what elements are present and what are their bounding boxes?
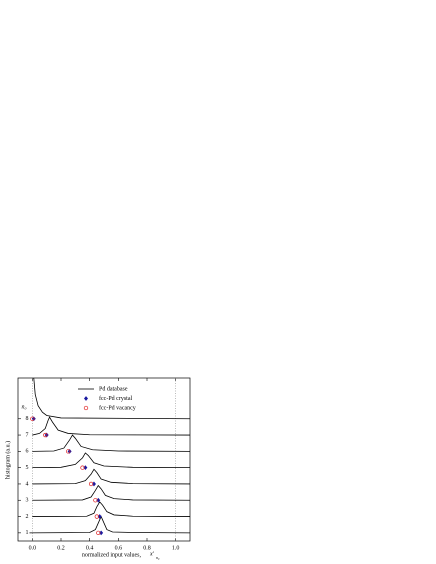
histogram-line (29, 515, 190, 534)
histogram-line (32, 468, 190, 485)
diamond-marker (83, 465, 88, 471)
x-axis-symbol: x' (149, 551, 155, 557)
circle-marker (43, 432, 48, 438)
diamond-marker (31, 416, 36, 422)
histogram-line (32, 452, 190, 469)
x-tick-label: 0.8 (143, 545, 151, 551)
x-axis-subscript: n₀ (156, 555, 160, 560)
y-tick-label: 7 (26, 432, 29, 438)
y-tick-label: 2 (26, 514, 29, 520)
diamond-marker (97, 514, 102, 519)
legend-label: fcc-Pd vacancy (99, 404, 136, 411)
circle-marker (30, 416, 35, 421)
diamond-marker (99, 530, 104, 536)
plot-area (29, 378, 190, 536)
histogram-line (32, 484, 190, 501)
histogram-line (32, 501, 190, 517)
legend-diamond (84, 396, 88, 401)
y-tick-label: 1 (26, 530, 29, 536)
circle-marker (96, 530, 101, 535)
circle-marker (88, 481, 94, 487)
histogram-line (32, 434, 190, 452)
diamond-marker (96, 497, 101, 503)
histogram-line (32, 378, 190, 420)
x-tick-label: 0.2 (57, 545, 65, 551)
y-tick-label: 3 (26, 498, 29, 504)
histogram-line (32, 416, 190, 436)
y-axis-label: histogram (a.u.) (4, 441, 11, 479)
diamond-marker (67, 448, 72, 454)
circle-marker (66, 449, 71, 454)
legend-label: Pd database (99, 386, 128, 392)
x-tick-label: 0.6 (115, 545, 123, 551)
legend-circle (83, 405, 89, 411)
circle-marker (93, 498, 98, 503)
x-tick-label: 0.4 (86, 545, 94, 551)
circle-marker (94, 514, 99, 519)
legend-label: fcc-Pd crystal (99, 395, 132, 402)
x-tick-label: 1.0 (172, 545, 180, 551)
y-tick-label: 6 (26, 449, 29, 455)
diamond-marker (44, 432, 49, 438)
diamond-marker (91, 481, 96, 487)
x-axis-label: normalized input values, (82, 552, 142, 558)
y-level-label: n₀ (21, 404, 26, 410)
circle-marker (80, 465, 85, 470)
y-tick-label: 8 (26, 416, 29, 422)
y-tick-label: 5 (26, 465, 29, 471)
x-tick-label: 0.0 (29, 545, 37, 551)
plot-frame (17, 377, 191, 542)
y-tick-label: 4 (26, 481, 29, 487)
